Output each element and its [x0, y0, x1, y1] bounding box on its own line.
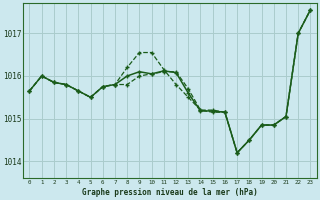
X-axis label: Graphe pression niveau de la mer (hPa): Graphe pression niveau de la mer (hPa)	[82, 188, 258, 197]
